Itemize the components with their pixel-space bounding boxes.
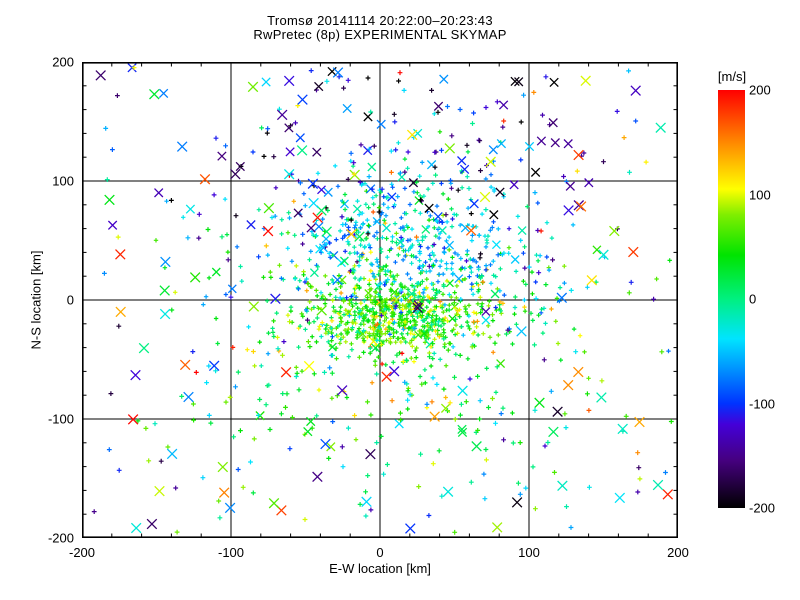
- x-axis-label: E-W location [km]: [329, 561, 431, 576]
- chart-title: Tromsø 20141114 20:22:00–20:23:43: [267, 13, 493, 28]
- colorbar-tick-label: 0: [749, 291, 757, 307]
- x-tick-label: -200: [68, 545, 96, 560]
- y-tick-label: 200: [52, 54, 74, 70]
- x-tick-label: -100: [217, 545, 245, 560]
- scatter-plot-area: [82, 62, 678, 538]
- y-tick-label: 0: [66, 292, 74, 308]
- colorbar-tick-label: -100: [749, 396, 776, 411]
- y-tick-label: 100: [52, 173, 74, 189]
- colorbar-tick-label: 200: [749, 82, 771, 98]
- colorbar-tick-label: 100: [749, 187, 771, 202]
- y-tick-label: -200: [47, 530, 74, 546]
- colorbar-unit-label: [m/s]: [717, 69, 747, 84]
- colorbar: [718, 90, 745, 508]
- x-tick-label: 200: [667, 545, 689, 560]
- chart-subtitle: RwPretec (8p) EXPERIMENTAL SKYMAP: [253, 27, 507, 42]
- x-tick-label: 0: [376, 545, 384, 560]
- colorbar-tick-label: -200: [749, 500, 776, 516]
- y-tick-label: -100: [47, 411, 74, 427]
- y-axis-label: N-S location [km]: [28, 250, 44, 350]
- x-tick-label: 100: [518, 545, 540, 560]
